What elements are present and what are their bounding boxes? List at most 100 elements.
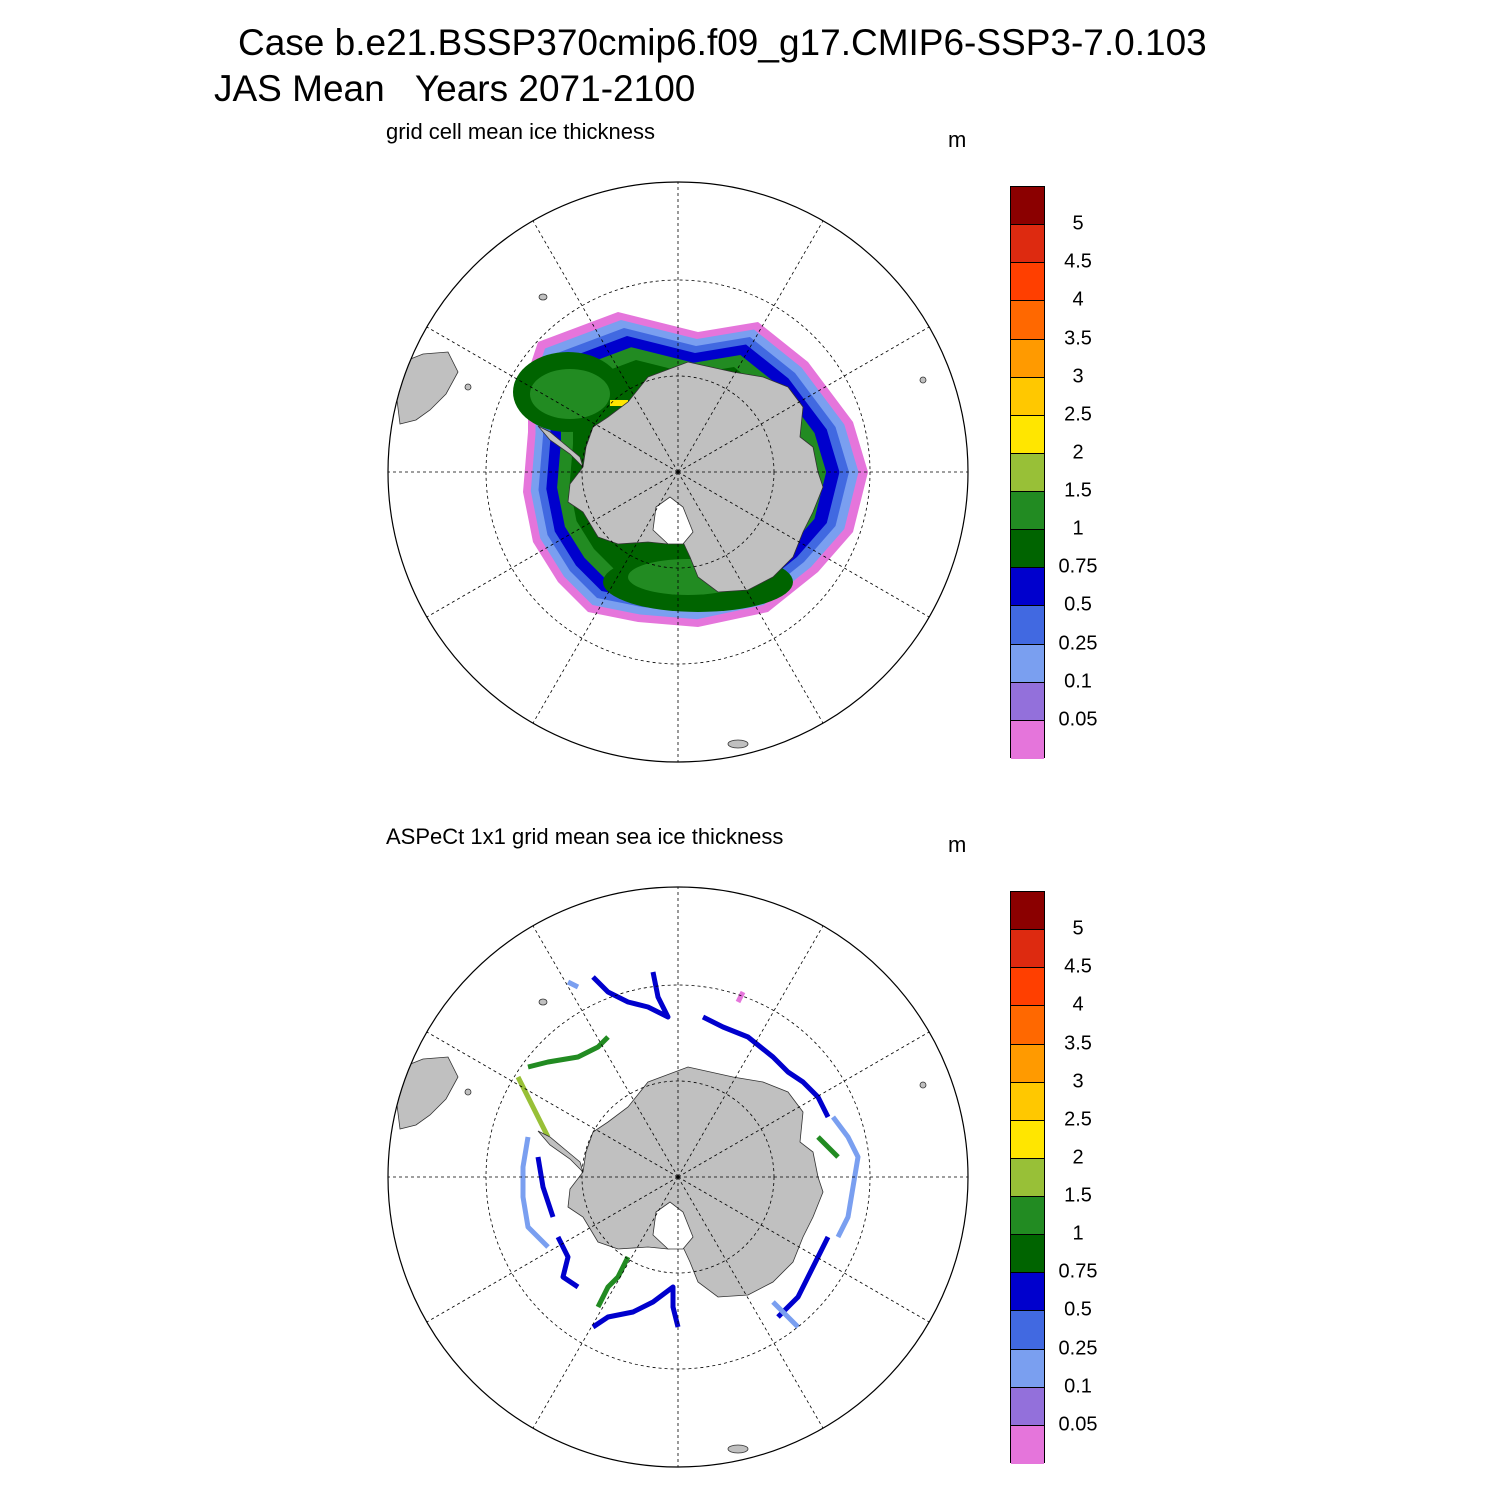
colorbar-swatch bbox=[1011, 187, 1044, 226]
observation-track bbox=[735, 990, 746, 1004]
high-thickness-patch bbox=[610, 400, 628, 406]
meridian-line bbox=[677, 471, 824, 724]
colorbar-model: 5 4.5 4 3.5 3 2.5 2 1.5 1 0.75 0.5 0.25 0.1 0.05 bbox=[1010, 186, 1110, 759]
colorbar-label: 2.5 bbox=[1064, 403, 1092, 426]
colorbar-label: 1.5 bbox=[1064, 1184, 1092, 1207]
colorbar-swatch bbox=[1011, 1197, 1044, 1236]
figure-title-case: Case b.e21.BSSP370cmip6.f09_g17.CMIP6-SS… bbox=[238, 22, 1207, 63]
colorbar-swatch bbox=[1011, 568, 1044, 607]
panel-units-model: m bbox=[948, 127, 967, 152]
meridian-line bbox=[532, 220, 679, 473]
colorbar-label: 2 bbox=[1072, 1146, 1084, 1169]
colorbar-swatch bbox=[1011, 1006, 1044, 1045]
observation-track bbox=[776, 1235, 831, 1319]
colorbar-swatch bbox=[1011, 968, 1044, 1007]
meridian-line bbox=[677, 1031, 930, 1178]
island bbox=[464, 383, 472, 391]
meridian-line bbox=[677, 220, 824, 473]
colorbar-swatch bbox=[1011, 606, 1044, 645]
colorbar-label: 4 bbox=[1072, 288, 1084, 311]
colorbar-label: 0.25 bbox=[1058, 1337, 1098, 1360]
colorbar-label: 1 bbox=[1072, 517, 1084, 540]
colorbar-swatch bbox=[1011, 1311, 1044, 1350]
south-america-tip bbox=[395, 1056, 459, 1130]
colorbar-swatch bbox=[1011, 1425, 1044, 1464]
map-boundary bbox=[387, 886, 969, 1468]
colorbar-swatch bbox=[1011, 415, 1044, 454]
colorbar-label: 3.5 bbox=[1064, 1032, 1092, 1055]
colorbar-swatch bbox=[1011, 892, 1044, 931]
meridian-line bbox=[677, 471, 930, 618]
colorbar-swatch bbox=[1011, 930, 1044, 969]
antarctic-peninsula bbox=[537, 425, 584, 468]
observation-track bbox=[515, 1075, 551, 1139]
colorbar-obs: 5 4.5 4 3.5 3 2.5 2 1.5 1 0.75 0.5 0.25 0.1 0.05 bbox=[1010, 891, 1110, 1464]
colorbar-label: 0.5 bbox=[1064, 1298, 1092, 1321]
colorbar-swatch bbox=[1011, 1158, 1044, 1197]
island bbox=[464, 1088, 472, 1096]
island bbox=[919, 1081, 927, 1089]
colorbar-label: 5 bbox=[1072, 917, 1084, 940]
observation-track bbox=[527, 1035, 610, 1070]
colorbar-swatch bbox=[1011, 1082, 1044, 1121]
observation-track bbox=[816, 1135, 840, 1159]
colorbar-label: 0.05 bbox=[1058, 1413, 1098, 1436]
meridian-line bbox=[426, 1176, 679, 1323]
colorbar-label: 2 bbox=[1072, 441, 1084, 464]
island bbox=[727, 739, 749, 749]
meridian-line bbox=[426, 1031, 679, 1178]
colorbar-label: 4.5 bbox=[1064, 955, 1092, 978]
panel-title-model: grid cell mean ice thickness bbox=[386, 119, 656, 144]
colorbar-swatch bbox=[1011, 1044, 1044, 1083]
colorbar-label: 1 bbox=[1072, 1222, 1084, 1245]
colorbar-swatch bbox=[1011, 377, 1044, 416]
colorbar-swatches bbox=[1010, 186, 1045, 759]
colorbar-swatch bbox=[1011, 1349, 1044, 1388]
panel-units-obs: m bbox=[948, 832, 967, 857]
antarctic-peninsula bbox=[537, 1130, 584, 1173]
antarctica-landmass bbox=[567, 1066, 824, 1298]
colorbar-swatch bbox=[1011, 530, 1044, 569]
island bbox=[919, 376, 927, 384]
weddell-thick-ice bbox=[530, 369, 610, 419]
observation-track bbox=[591, 971, 671, 1020]
colorbar-label: 0.5 bbox=[1064, 593, 1092, 616]
colorbar-label: 4 bbox=[1072, 993, 1084, 1016]
observation-track bbox=[520, 1136, 550, 1249]
colorbar-label: 1.5 bbox=[1064, 479, 1092, 502]
polar-map-model bbox=[387, 181, 969, 763]
colorbar-label: 0.75 bbox=[1058, 1260, 1098, 1283]
observation-track bbox=[566, 979, 580, 990]
colorbar-swatch bbox=[1011, 644, 1044, 683]
colorbar-label: 2.5 bbox=[1064, 1108, 1092, 1131]
colorbar-label: 3.5 bbox=[1064, 327, 1092, 350]
colorbar-swatch bbox=[1011, 682, 1044, 721]
colorbar-label: 3 bbox=[1072, 1070, 1084, 1093]
colorbar-label: 0.1 bbox=[1064, 1375, 1092, 1398]
observation-track bbox=[591, 1284, 681, 1330]
colorbar-label: 0.1 bbox=[1064, 670, 1092, 693]
ross-ice-shelf-gap bbox=[652, 1201, 694, 1250]
colorbar-swatch bbox=[1011, 1273, 1044, 1312]
meridian-line bbox=[677, 326, 930, 473]
colorbar-swatch bbox=[1011, 720, 1044, 759]
map-boundary bbox=[387, 181, 969, 763]
observation-track bbox=[701, 1014, 831, 1119]
colorbar-swatch bbox=[1011, 263, 1044, 302]
polar-map-obs bbox=[387, 886, 969, 1468]
colorbar-swatch bbox=[1011, 453, 1044, 492]
meridian-line bbox=[532, 471, 679, 724]
colorbar-label: 4.5 bbox=[1064, 250, 1092, 273]
island bbox=[538, 998, 548, 1006]
meridian-line bbox=[426, 326, 679, 473]
colorbar-swatch bbox=[1011, 1387, 1044, 1426]
observation-track bbox=[771, 1300, 800, 1329]
colorbar-swatch bbox=[1011, 1120, 1044, 1159]
island bbox=[538, 293, 548, 301]
colorbar-label: 0.75 bbox=[1058, 555, 1098, 578]
colorbar-swatch bbox=[1011, 225, 1044, 264]
observation-track bbox=[595, 1255, 631, 1309]
colorbar-swatch bbox=[1011, 1235, 1044, 1274]
meridian-line bbox=[677, 1176, 930, 1323]
observation-track bbox=[555, 1235, 580, 1290]
